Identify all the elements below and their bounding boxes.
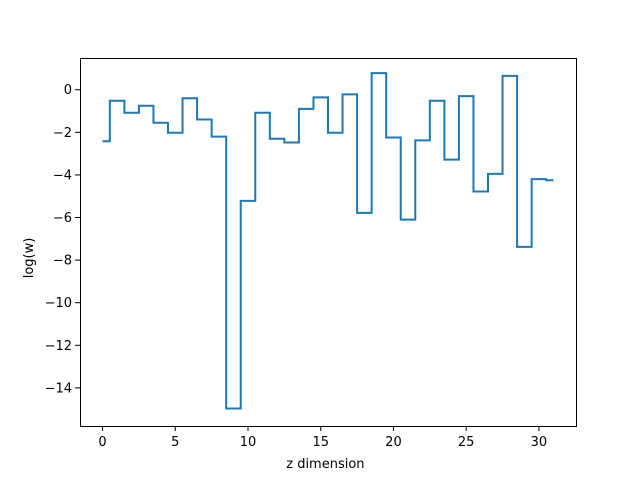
y-tick-label: −14 [45,381,72,396]
y-axis-label: log(w) [22,238,37,279]
x-tick-label: 25 [458,435,475,450]
y-tick-label: −2 [53,126,72,141]
y-tick-label: −6 [53,211,72,226]
x-tick-label: 30 [531,435,548,450]
x-axis-ticks: 0 5 10 15 20 25 30 [98,426,547,450]
y-tick-label: −4 [53,168,72,183]
y-tick-label: −12 [45,339,72,354]
plot-area [102,72,554,410]
x-tick-label: 0 [98,435,106,450]
axes-frame [80,58,577,427]
x-tick-label: 10 [240,435,257,450]
y-tick-label: −10 [45,296,72,311]
series-line-0 [102,72,554,410]
y-tick-label: 0 [64,83,72,98]
y-axis-ticks: 0 −2 −4 −6 −8 −10 −12 −14 [45,83,80,396]
y-tick-label: −8 [53,254,72,269]
x-axis-label: z dimension [286,457,364,472]
x-tick-label: 20 [385,435,402,450]
x-tick-label: 15 [312,435,329,450]
x-tick-label: 5 [171,435,179,450]
